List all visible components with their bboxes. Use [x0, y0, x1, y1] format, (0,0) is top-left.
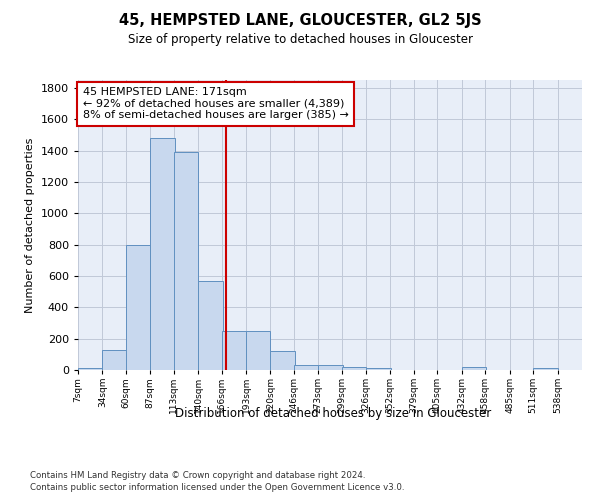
Bar: [366, 368, 391, 370]
Bar: [294, 364, 318, 370]
Text: 45 HEMPSTED LANE: 171sqm
← 92% of detached houses are smaller (4,389)
8% of semi: 45 HEMPSTED LANE: 171sqm ← 92% of detach…: [83, 87, 349, 120]
Bar: [342, 367, 366, 370]
Bar: [462, 367, 486, 370]
Text: Distribution of detached houses by size in Gloucester: Distribution of detached houses by size …: [175, 408, 491, 420]
Bar: [271, 351, 295, 370]
Bar: [221, 331, 246, 370]
Text: Contains HM Land Registry data © Crown copyright and database right 2024.: Contains HM Land Registry data © Crown c…: [30, 471, 365, 480]
Bar: [174, 152, 198, 370]
Bar: [318, 366, 343, 370]
Text: Contains public sector information licensed under the Open Government Licence v3: Contains public sector information licen…: [30, 484, 404, 492]
Bar: [246, 331, 271, 370]
Bar: [198, 280, 223, 370]
Text: 45, HEMPSTED LANE, GLOUCESTER, GL2 5JS: 45, HEMPSTED LANE, GLOUCESTER, GL2 5JS: [119, 12, 481, 28]
Y-axis label: Number of detached properties: Number of detached properties: [25, 138, 35, 312]
Text: Size of property relative to detached houses in Gloucester: Size of property relative to detached ho…: [128, 32, 473, 46]
Bar: [126, 244, 150, 370]
Bar: [150, 138, 175, 370]
Bar: [103, 350, 127, 370]
Bar: [78, 368, 103, 370]
Bar: [533, 368, 557, 370]
